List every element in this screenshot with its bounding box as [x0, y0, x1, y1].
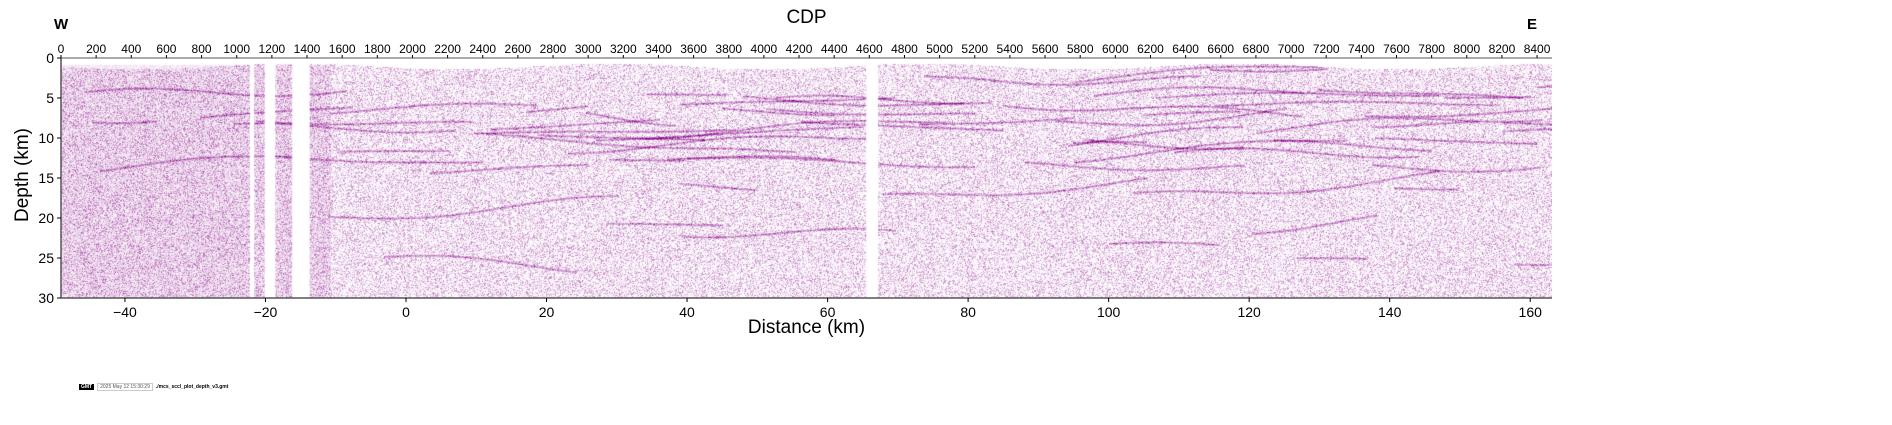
x-tick-label: −40	[113, 304, 137, 320]
gmt-timestamp: GMT 2025 May 12 15:30:29 ./mcs_sccl_plot…	[79, 383, 228, 391]
cdp-tick-label: 4400	[821, 42, 848, 56]
cdp-tick-label: 3200	[610, 42, 637, 56]
timestamp-text: 2025 May 12 15:30:29	[97, 383, 153, 391]
y-tick-label: 25	[38, 250, 54, 266]
cdp-tick-label: 5800	[1067, 42, 1094, 56]
cdp-tick-label: 8000	[1453, 42, 1480, 56]
seismic-section-image	[61, 58, 1552, 298]
cdp-tick-label: 8400	[1524, 42, 1551, 56]
x-tick-label: 0	[402, 304, 410, 320]
gmt-logo: GMT	[79, 384, 95, 390]
x-tick-label: 120	[1237, 304, 1261, 320]
cdp-tick-label: 6000	[1102, 42, 1129, 56]
cdp-tick-label: 5200	[961, 42, 988, 56]
cdp-tick-label: 4800	[891, 42, 918, 56]
cdp-tick-label: 4200	[786, 42, 813, 56]
cdp-tick-label: 3600	[680, 42, 707, 56]
cdp-tick-label: 7800	[1418, 42, 1445, 56]
cdp-tick-label: 2800	[540, 42, 567, 56]
x-tick-label: 140	[1378, 304, 1402, 320]
y-tick-label: 5	[46, 90, 54, 106]
cdp-tick-label: 1600	[329, 42, 356, 56]
cdp-tick-label: 600	[156, 42, 176, 56]
cdp-tick-label: 3000	[575, 42, 602, 56]
cdp-tick-label: 2200	[434, 42, 461, 56]
cdp-tick-label: 6400	[1172, 42, 1199, 56]
cdp-tick-label: 7400	[1348, 42, 1375, 56]
x-axis-label: Distance (km)	[747, 317, 866, 338]
cdp-tick-label: 7200	[1313, 42, 1340, 56]
east-label: E	[1527, 16, 1538, 33]
y-axis-label: Depth (km)	[12, 128, 33, 222]
cdp-tick-label: 0	[58, 42, 65, 56]
cdp-tick-label: 5400	[997, 42, 1024, 56]
cdp-tick-label: 1800	[364, 42, 391, 56]
x-tick-label: 20	[539, 304, 555, 320]
x-tick-label: −20	[254, 304, 278, 320]
cdp-tick-label: 6200	[1137, 42, 1164, 56]
y-tick-label: 20	[38, 210, 54, 226]
cdp-tick-label: 3400	[645, 42, 672, 56]
cdp-tick-label: 6800	[1243, 42, 1270, 56]
cdp-tick-label: 4600	[856, 42, 883, 56]
cdp-tick-label: 5600	[1032, 42, 1059, 56]
cdp-tick-label: 6600	[1207, 42, 1234, 56]
cdp-tick-label: 400	[121, 42, 141, 56]
cdp-tick-label: 2600	[505, 42, 532, 56]
cdp-tick-label: 4000	[751, 42, 778, 56]
cdp-tick-label: 7600	[1383, 42, 1410, 56]
y-tick-label: 0	[46, 50, 54, 66]
cdp-tick-label: 1400	[294, 42, 321, 56]
x-tick-label: 40	[679, 304, 695, 320]
cdp-tick-label: 3800	[715, 42, 742, 56]
y-tick-label: 10	[38, 130, 54, 146]
cdp-tick-label: 2400	[469, 42, 496, 56]
cdp-tick-label: 200	[86, 42, 106, 56]
script-filename: ./mcs_sccl_plot_depth_v3.gmt	[155, 384, 229, 390]
y-tick-label: 30	[38, 290, 54, 306]
cdp-tick-label: 1000	[223, 42, 250, 56]
x-tick-label: 60	[820, 304, 836, 320]
cdp-tick-label: 2000	[399, 42, 426, 56]
west-label: W	[54, 16, 69, 33]
cdp-tick-label: 7000	[1278, 42, 1305, 56]
x-tick-label: 100	[1097, 304, 1121, 320]
x-tick-label: 160	[1519, 304, 1543, 320]
y-tick-label: 15	[38, 170, 54, 186]
cdp-tick-label: 800	[192, 42, 212, 56]
cdp-tick-label: 8200	[1489, 42, 1516, 56]
cdp-tick-label: 1200	[259, 42, 286, 56]
x-tick-label: 80	[960, 304, 976, 320]
cdp-tick-label: 5000	[926, 42, 953, 56]
top-axis-title: CDP	[786, 7, 827, 28]
